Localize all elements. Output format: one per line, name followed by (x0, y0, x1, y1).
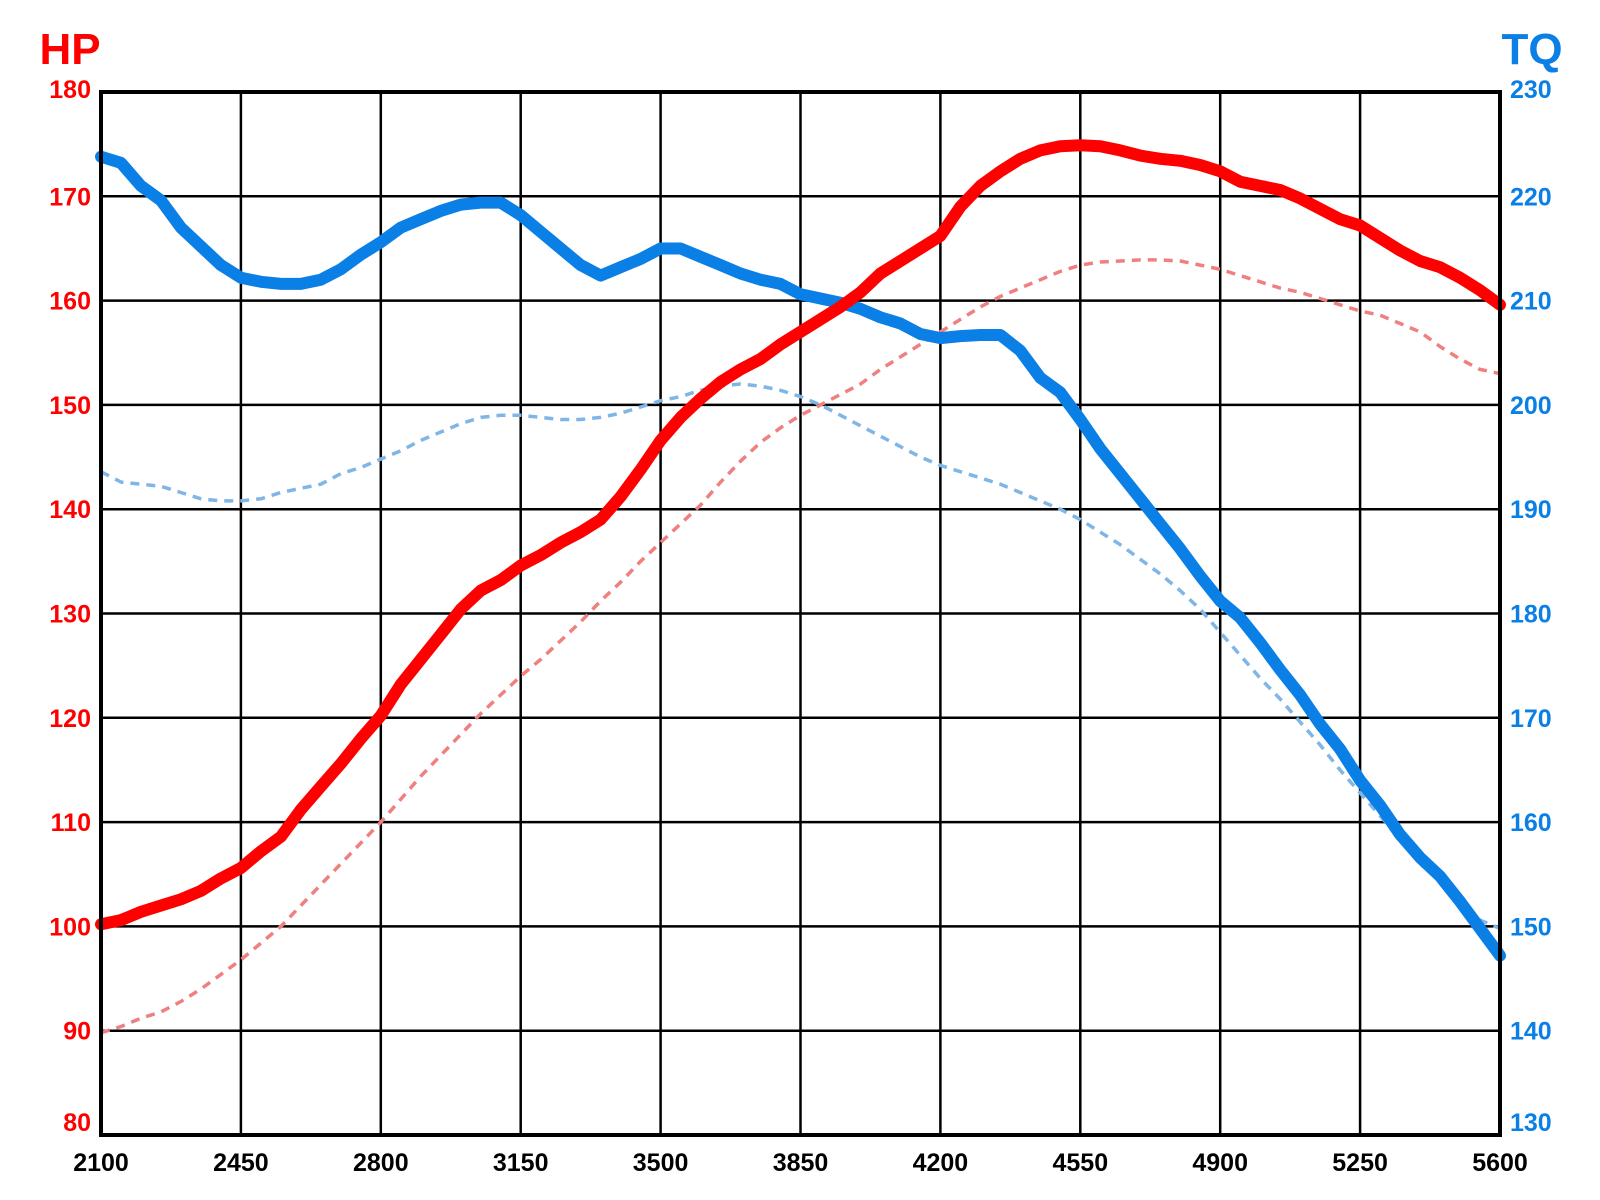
y-left-tick-label: 170 (49, 183, 91, 211)
series-layer (95, 139, 1506, 1035)
y-right-tick-label: 140 (1510, 1018, 1552, 1046)
y-left-tick-label: 80 (63, 1109, 91, 1137)
grid (101, 92, 1500, 1135)
x-tick-label: 2450 (213, 1149, 269, 1177)
y-left-tick-label: 140 (49, 496, 91, 524)
plot-frame (99, 90, 1502, 1137)
y-right-tick-label: 160 (1510, 809, 1552, 837)
y-left-tick-label: 90 (63, 1018, 91, 1046)
tick-labels: 2100 2450 2800 3150 3500 3850 4200 4550 4900 5250… (49, 76, 1551, 1177)
x-tick-label: 2100 (73, 1149, 129, 1177)
y-right-tick-label: 200 (1510, 392, 1552, 420)
x-tick-label: 3150 (493, 1149, 549, 1177)
y-right-tick-label: 150 (1510, 913, 1552, 941)
y-left-tick-label: 150 (49, 392, 91, 420)
y-left-tick-label: 130 (49, 601, 91, 629)
y-left-tick-label: 110 (51, 809, 91, 837)
y-left-tick-label: 160 (49, 288, 91, 316)
x-tick-label: 5250 (1332, 1149, 1388, 1177)
tq-dashed-line (100, 382, 1501, 931)
x-tick-label: 4900 (1192, 1149, 1248, 1177)
x-tick-label: 3500 (633, 1149, 689, 1177)
y-left-tick-label: 120 (49, 705, 91, 733)
y-right-tick-label: 180 (1510, 601, 1552, 629)
y-right-tick-label: 190 (1510, 496, 1552, 524)
y-right-tick-label: 220 (1510, 183, 1552, 211)
x-tick-label: 3850 (773, 1149, 829, 1177)
x-tick-label: 4550 (1052, 1149, 1108, 1177)
y-right-tick-label: 130 (1510, 1109, 1552, 1137)
y-right-tick-label: 170 (1510, 705, 1552, 733)
y-left-axis-title: HP (39, 25, 100, 74)
y-right-tick-label: 210 (1510, 288, 1552, 316)
tq-solid-line (95, 150, 1506, 962)
x-tick-label: 2800 (353, 1149, 409, 1177)
y-left-tick-label: 180 (49, 76, 91, 104)
hp-dashed-line (100, 258, 1501, 1035)
x-tick-label: 4200 (913, 1149, 969, 1177)
y-right-tick-label: 230 (1510, 76, 1552, 104)
y-right-axis-title: TQ (1501, 25, 1562, 74)
x-tick-label: 5600 (1472, 1149, 1528, 1177)
y-left-tick-label: 100 (49, 913, 91, 941)
hp-solid-line (95, 139, 1506, 931)
